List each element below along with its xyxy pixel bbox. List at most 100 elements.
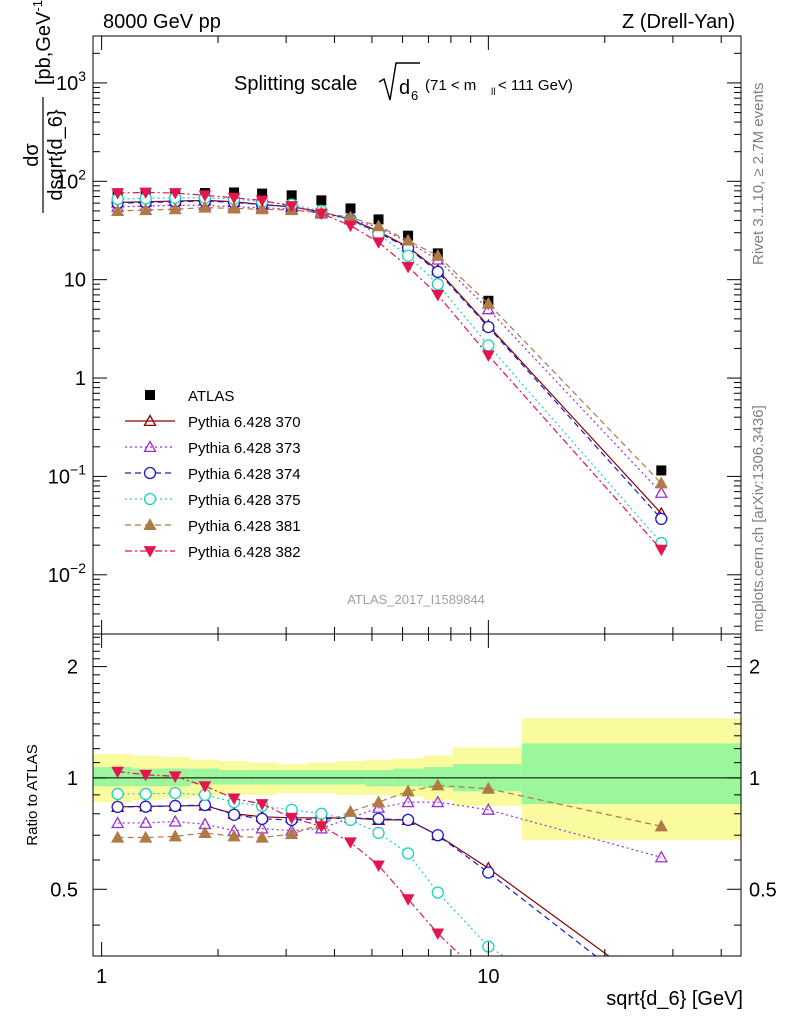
legend-marker [143,440,157,453]
legend-label: ATLAS [188,388,234,405]
main-ytick-label: 1 [75,368,86,390]
legend-marker [143,466,157,480]
rivet-version-label: Rivet 3.1.10, ≥ 2.7M events [750,83,767,266]
ratio-ytick-label-right: 0.5 [749,879,777,901]
ratio-data-point [168,814,182,827]
ratio-band-inner [393,768,424,787]
ratio-data-point [111,830,125,843]
ratio-data-point [111,787,124,801]
main-data-point [227,192,241,205]
ratio-ytick-label-right: 2 [749,657,760,679]
ratio-data-point [371,801,386,813]
ylabel-units: [pb,GeV-1] [30,0,55,85]
ratio-data-point [431,795,445,808]
ratio-data-point [654,819,668,832]
main-data-point [316,195,327,206]
ratio-series-line [117,792,505,956]
title-range-left: (71 < m [425,77,476,94]
ratio-data-point [401,784,415,797]
ratio-data-point [372,812,385,826]
title-range-right: < 111 GeV) [498,77,573,94]
ratio-series [111,778,668,843]
xtick-label: 1 [96,966,107,988]
legend-marker [143,492,157,506]
main-data-point [111,204,125,216]
main-data-point [482,350,495,362]
main-series-group [111,187,668,557]
ylabel-numerator: dσ [21,143,43,167]
main-ytick-label: 10−2 [48,560,86,587]
legend-item: Pythia 6.428 373 [125,440,301,457]
ratio-data-point [169,799,182,813]
title-subscript: 6 [411,88,418,103]
xlabel: sqrt{d_6} [GeV] [606,988,743,1010]
main-data-point [654,486,668,498]
ratio-data-point [168,829,182,842]
ratio-data-point [431,928,445,940]
ratio-data-point [168,771,182,783]
main-data-point [401,249,415,262]
main-data-point [654,476,668,489]
title-range-sub: ll [491,87,495,98]
ratio-band-inner [307,770,337,785]
main-data-point [401,261,415,274]
ratio-series-line [117,801,662,858]
ratio-band-inner [190,768,220,785]
ratio-data-point [139,800,152,813]
ratio-data-point [255,812,269,826]
ratio-data-point [654,850,668,863]
main-data-point [255,195,269,207]
ratio-series-line [117,771,463,956]
ylabel-denominator: dsqrt{d_6} [45,109,67,201]
legend-label: Pythia 6.428 375 [188,492,301,509]
legend-marker [143,518,157,531]
ratio-ytick-label-right: 1 [749,768,760,790]
ratio-data-point [344,837,357,849]
main-data-point [229,187,240,198]
ratio-data-point [315,821,328,833]
main-data-point [431,290,445,302]
ratio-axis-ticks: 0.5 0.5 1 1 2 2 1 10 [50,634,777,988]
ratio-data-point [401,813,415,827]
title-symbol: d [399,77,410,99]
main-data-point [198,190,212,202]
ratio-data-point [198,798,212,812]
main-data-point [431,278,444,291]
ratio-data-point [169,786,182,800]
ratio-series [111,786,505,956]
ratio-data-point [198,781,212,793]
main-data-point [656,465,667,476]
ratio-band-inner [248,770,278,785]
main-data-point [285,201,299,213]
ratio-ytick-label-left: 0.5 [50,879,78,901]
mcplots-label: mcplots.cern.ch [arXiv:1306.3436] [750,405,767,632]
plot-title: Splitting scale d 6 (71 < m ll < 111 GeV… [234,62,573,103]
main-data-point [481,296,495,309]
ratio-band-inner [277,770,308,785]
main-data-point [139,187,153,199]
header-left: 8000 GeV pp [103,11,221,33]
ratio-data-point [139,816,153,828]
ratio-ytick-label-left: 2 [67,657,78,679]
main-data-point [401,233,415,246]
main-ytick-label: 103 [56,68,86,95]
ratio-data-point [139,769,153,782]
main-data-point [372,237,385,249]
main-series [111,187,668,557]
ratio-data-point [227,793,241,805]
ratio-data-point [255,830,269,843]
ratio-plot-frame [92,633,742,957]
main-data-point [431,265,444,279]
ratio-data-point [139,787,152,801]
ratio-series-group [111,766,668,956]
legend: ATLAS Pythia 6.428 370 Pythia 6.428 373 Pyt… [125,388,301,561]
ratio-data-point [198,826,212,838]
ratio-data-point [139,830,153,843]
main-data-point [255,202,269,215]
ratio-data-point [372,826,385,840]
legend-item: Pythia 6.428 381 [125,518,301,535]
main-ytick-label: 10−1 [48,461,86,488]
ratio-band-inner [521,743,741,805]
